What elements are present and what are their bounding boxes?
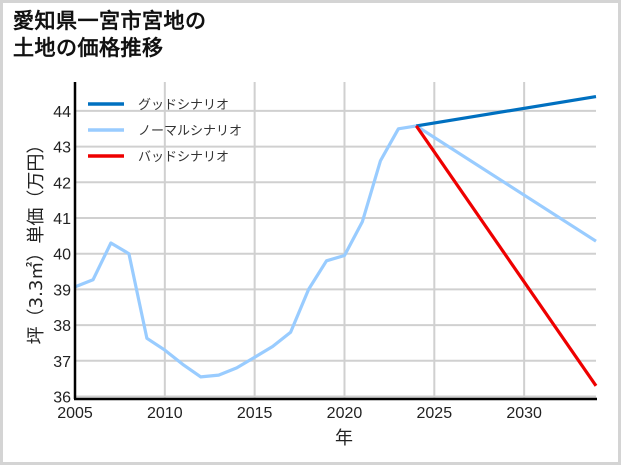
series-line-bad <box>414 124 598 387</box>
series-line-good <box>416 95 597 128</box>
x-tick-label: 2005 <box>57 405 93 422</box>
chart-title: 愛知県一宮市宮地の 土地の価格推移 <box>13 8 207 62</box>
series-line-normal <box>74 124 597 379</box>
x-axis-label: 年 <box>335 428 353 449</box>
legend-item: グッドシナリオ <box>88 98 229 113</box>
y-tick-label: 36 <box>53 390 71 407</box>
legend-label: ノーマルシナリオ <box>138 124 242 139</box>
x-tick-label: 2015 <box>237 405 273 422</box>
title-line-2: 土地の価格推移 <box>13 36 164 60</box>
y-tick-label: 40 <box>53 247 71 264</box>
x-tick-labels: 2005 2010 2015 2020 2025 2030 <box>57 405 542 422</box>
y-tick-label: 42 <box>53 175 71 192</box>
y-tick-label: 43 <box>53 140 71 157</box>
legend-item: バッドシナリオ <box>88 150 229 165</box>
x-tick-label: 2010 <box>147 405 183 422</box>
y-tick-label: 39 <box>53 282 71 299</box>
legend-item: ノーマルシナリオ <box>88 124 242 139</box>
y-tick-label: 41 <box>53 211 71 228</box>
x-tick-label: 2020 <box>327 405 363 422</box>
x-tick-label: 2025 <box>417 405 453 422</box>
title-line-1: 愛知県一宮市宮地の <box>13 9 207 33</box>
x-tick-label: 2030 <box>506 405 542 422</box>
y-tick-labels: 36 37 38 39 40 41 42 43 44 <box>53 104 71 407</box>
y-tick-label: 38 <box>53 318 71 335</box>
legend-label: バッドシナリオ <box>138 150 229 165</box>
y-tick-label: 37 <box>53 354 71 371</box>
y-axis-label: 坪（3.3㎡）単価（万円） <box>25 136 47 345</box>
data-series <box>74 95 598 387</box>
y-tick-label: 44 <box>53 104 71 121</box>
legend-label: グッドシナリオ <box>138 98 229 113</box>
axes <box>73 82 597 401</box>
